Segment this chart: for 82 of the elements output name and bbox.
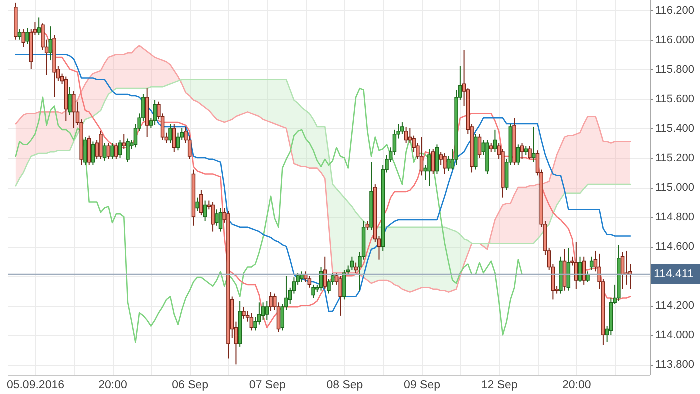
candlestick [443,153,447,175]
candlestick [528,146,532,160]
y-tick-label: 114.000 [656,330,694,342]
candlestick [196,197,200,212]
candlestick [350,256,354,271]
candlestick [68,86,72,116]
x-tick-label: 06 Sep [172,380,209,392]
x-tick-label: 05.09.2016 [6,380,65,392]
candlestick [22,29,26,48]
candlestick [153,100,157,126]
candlestick [106,142,111,160]
y-tick-label: 113.800 [656,359,694,372]
candlestick [269,292,273,312]
candlestick [342,270,346,300]
candlestick [354,262,358,274]
candlestick [446,156,451,172]
x-tick-label: 20:00 [98,380,128,392]
y-tick-label: 114.200 [656,300,694,312]
ref-line-label: 114.411 [654,268,694,280]
candlestick [435,144,440,175]
candlestick [37,17,41,36]
candlestick [516,144,520,166]
y-tick-label: 115.600 [656,93,694,106]
candlestick [84,136,88,166]
x-tick-label: 08 Sep [326,380,364,392]
candlestick [168,124,172,144]
y-tick-label: 114.600 [656,241,694,254]
candlestick [532,126,536,163]
candlestick [404,126,408,144]
y-tick-label: 115.000 [656,182,694,194]
candlestick [478,134,482,158]
candlestick [323,256,328,290]
candlestick [48,26,53,62]
candlestick [520,142,524,160]
candlestick [582,256,586,286]
candlestick [87,135,92,166]
candlestick [590,256,594,271]
line-series [15,79,632,244]
candlestick [110,142,114,160]
candlestick [118,140,122,158]
candlestick [122,134,126,150]
candlestick [218,208,223,232]
candlestick [91,141,96,166]
y-tick-label: 115.800 [656,64,694,76]
candlestick [493,129,498,153]
line-series [15,88,531,344]
candlestick [586,271,590,282]
candlestick [203,200,208,222]
x-tick-label: 12 Sep [481,380,518,392]
x-tick-label: 09 Sep [404,380,440,392]
candlestick [242,306,246,320]
candlestick [400,122,404,135]
candlestick [265,300,270,321]
candlestick [312,284,316,299]
x-tick-label: 07 Sep [249,380,286,392]
candlestick [308,276,312,288]
candlestick [250,312,254,332]
candlestick [99,130,103,160]
candlestick [176,132,180,152]
y-tick-label: 115.400 [656,122,694,135]
candlestick [261,302,266,321]
candlestick [18,29,22,40]
candlestick [338,276,342,316]
candlestick [72,91,76,129]
candlestick [215,209,219,226]
candlestick [428,148,432,187]
candlestick [200,190,204,216]
y-tick-label: 116.000 [656,34,694,46]
y-tick-label: 116.200 [656,4,694,17]
candlestick [172,124,176,153]
candlestick [126,138,130,163]
candlestick [431,148,436,175]
candlestick [300,271,304,282]
x-tick-label: 20:00 [562,380,592,392]
candlestick [102,142,107,162]
y-tick-label: 114.800 [656,212,694,224]
candlestick [420,136,424,176]
candlestick [26,28,30,45]
candlestick [114,142,118,160]
candlestick [211,202,215,232]
y-tick-label: 115.200 [656,152,694,164]
candlestick [574,242,578,290]
